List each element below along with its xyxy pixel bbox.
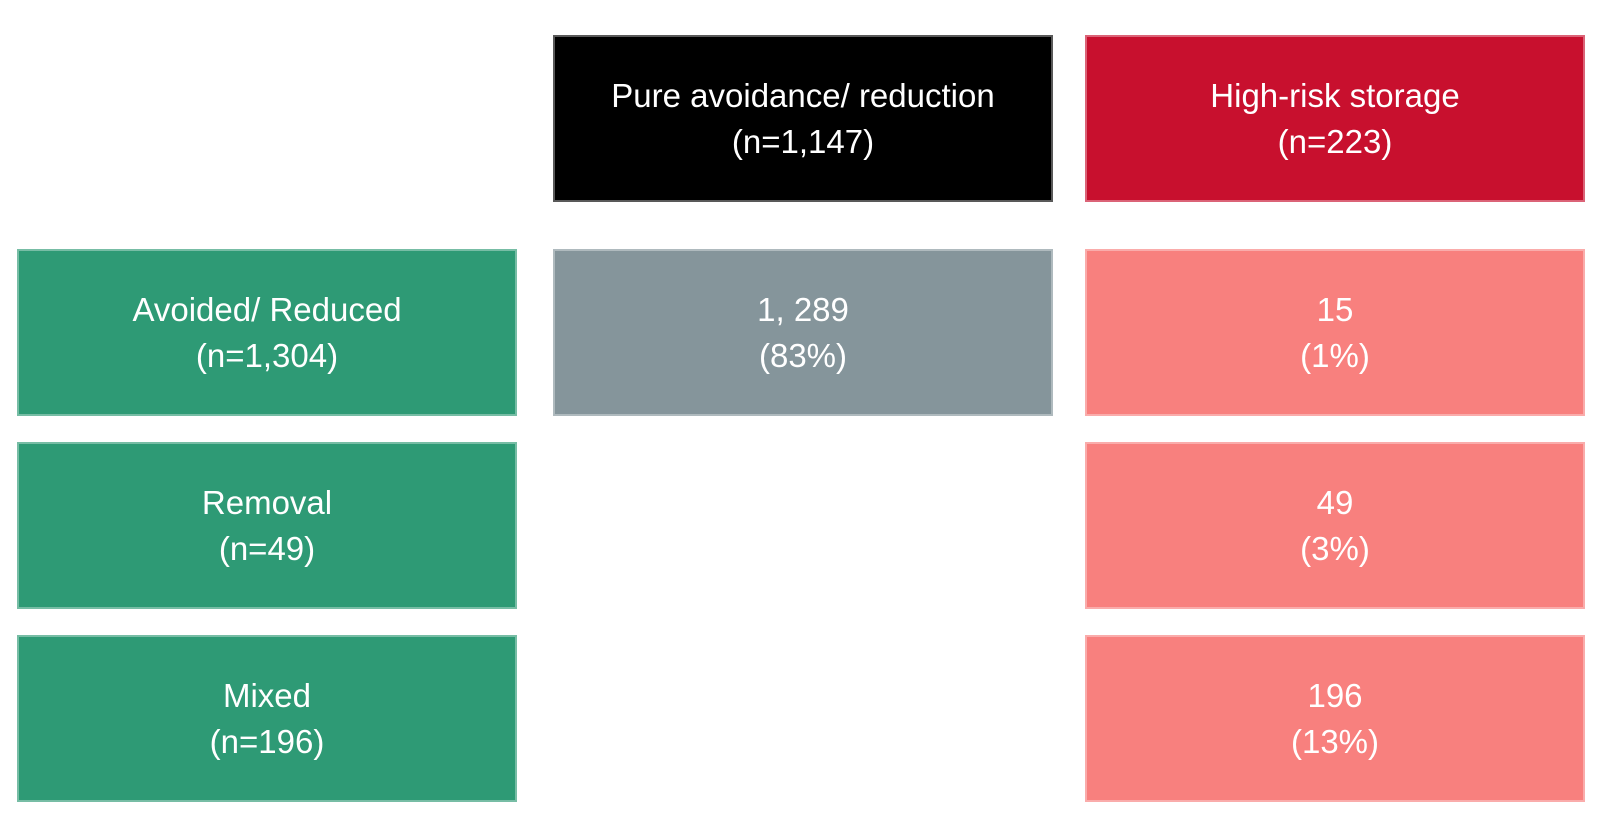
cell-value: 15 xyxy=(1316,290,1354,328)
row-label-text: Avoided/ Reduced xyxy=(132,290,402,328)
row-label-count: (n=196) xyxy=(209,722,325,760)
column-header-label: High-risk storage xyxy=(1210,76,1460,114)
cell-percentage: (3%) xyxy=(1300,529,1370,567)
column-header-high-risk-storage: High-risk storage (n=223) xyxy=(1085,35,1585,202)
row-label-avoided-reduced: Avoided/ Reduced (n=1,304) xyxy=(17,249,517,416)
column-header-label: Pure avoidance/ reduction xyxy=(611,76,995,114)
cell-percentage: (1%) xyxy=(1300,336,1370,374)
row-label-removal: Removal (n=49) xyxy=(17,442,517,609)
cell-value: 49 xyxy=(1316,483,1354,521)
row-label-count: (n=49) xyxy=(218,529,316,567)
row-label-count: (n=1,304) xyxy=(195,336,339,374)
cell-percentage: (13%) xyxy=(1290,722,1380,760)
cell-value: 196 xyxy=(1307,676,1363,714)
row-label-text: Mixed xyxy=(222,676,312,714)
column-header-pure-avoidance-reduction: Pure avoidance/ reduction (n=1,147) xyxy=(553,35,1053,202)
cell-value: 1, 289 xyxy=(757,290,849,328)
cell-percentage: (83%) xyxy=(758,336,848,374)
cell-mixed-high-risk: 196 (13%) xyxy=(1085,635,1585,802)
cell-avoided-reduced-high-risk: 15 (1%) xyxy=(1085,249,1585,416)
cell-avoided-reduced-pure-avoidance: 1, 289 (83%) xyxy=(553,249,1053,416)
row-label-mixed: Mixed (n=196) xyxy=(17,635,517,802)
column-header-count: (n=1,147) xyxy=(731,122,875,160)
column-header-count: (n=223) xyxy=(1277,122,1393,160)
cell-removal-high-risk: 49 (3%) xyxy=(1085,442,1585,609)
row-label-text: Removal xyxy=(201,483,333,521)
